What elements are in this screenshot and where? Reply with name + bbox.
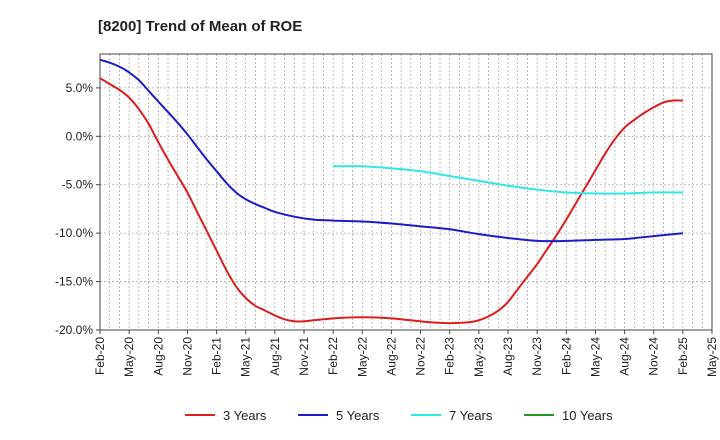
x-tick-label: May-22 <box>355 337 369 377</box>
x-tick-label: Feb-24 <box>559 337 573 375</box>
x-tick-label: May-24 <box>588 337 602 377</box>
y-tick-label: 5.0% <box>66 81 94 95</box>
x-axis: Feb-20 May-20 Aug-20 Nov-20 Feb-21 May-21 Aug-… <box>93 330 719 377</box>
plot-frame <box>99 53 713 331</box>
x-tick-label: Aug-23 <box>501 337 515 376</box>
legend-label: 3 Years <box>223 408 267 423</box>
grid-lines <box>99 54 713 331</box>
y-axis: 5.0% 0.0% -5.0% -10.0% -15.0% -20.0% <box>55 81 100 337</box>
legend-label: 10 Years <box>562 408 613 423</box>
x-tick-label: Feb-21 <box>210 337 224 375</box>
x-tick-label: Aug-20 <box>151 337 165 376</box>
y-tick-label: -20.0% <box>55 323 93 337</box>
x-tick-label: Feb-23 <box>443 337 457 375</box>
x-tick-label: Nov-20 <box>180 337 194 376</box>
legend: 3 Years 5 Years 7 Years 10 Years <box>185 408 613 423</box>
x-tick-label: Aug-22 <box>384 337 398 376</box>
x-tick-label: Nov-22 <box>414 337 428 376</box>
x-tick-label: Aug-24 <box>618 337 632 376</box>
x-tick-label: Feb-25 <box>676 337 690 375</box>
legend-label: 5 Years <box>336 408 380 423</box>
x-tick-label: Feb-20 <box>93 337 107 375</box>
y-tick-label: -15.0% <box>55 275 93 289</box>
series-line-2 <box>333 165 683 195</box>
series-lines <box>99 58 683 325</box>
y-tick-label: 0.0% <box>66 129 94 143</box>
x-tick-label: May-20 <box>122 337 136 377</box>
x-tick-label: Nov-23 <box>530 337 544 376</box>
x-tick-label: Nov-21 <box>297 337 311 376</box>
series-line-1 <box>99 58 683 243</box>
x-tick-label: May-25 <box>705 337 719 377</box>
y-tick-label: -5.0% <box>62 178 94 192</box>
x-tick-label: Feb-22 <box>326 337 340 375</box>
x-tick-label: Aug-21 <box>268 337 282 376</box>
x-tick-label: May-21 <box>239 337 253 377</box>
series-line-0 <box>99 77 683 325</box>
y-tick-label: -10.0% <box>55 226 93 240</box>
legend-label: 7 Years <box>449 408 493 423</box>
x-tick-label: Nov-24 <box>647 337 661 376</box>
chart-title: [8200] Trend of Mean of ROE <box>98 18 302 35</box>
x-tick-label: May-23 <box>472 337 486 377</box>
